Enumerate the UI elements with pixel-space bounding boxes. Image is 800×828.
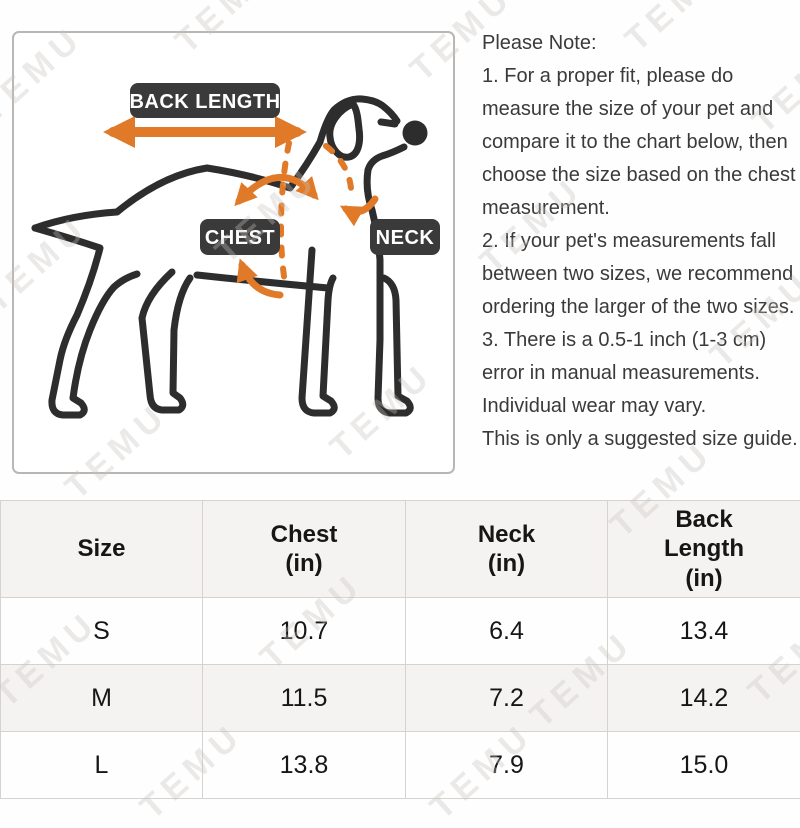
cell-chest: 13.8 [203, 732, 406, 799]
note-line: 1. For a proper fit, please do [482, 60, 800, 93]
cell-back-length: 15.0 [608, 732, 800, 799]
cell-size: L [1, 732, 203, 799]
note-line: 3. There is a 0.5-1 inch (1-3 cm) [482, 324, 800, 357]
chest-girth-dashed-line [281, 143, 289, 289]
neck-label-text: NECK [376, 227, 435, 249]
cell-chest: 10.7 [203, 598, 406, 665]
note-line: measurement. [482, 192, 800, 225]
note-line: choose the size based on the chest [482, 159, 800, 192]
cell-chest: 11.5 [203, 665, 406, 732]
cell-neck: 7.2 [406, 665, 608, 732]
table-row-size-l: L 13.8 7.9 15.0 [1, 732, 800, 799]
please-note-text: Please Note: 1. For a proper fit, please… [482, 27, 800, 456]
note-line: This is only a suggested size guide. [482, 423, 800, 456]
cell-neck: 6.4 [406, 598, 608, 665]
cell-neck: 7.9 [406, 732, 608, 799]
cell-size: M [1, 665, 203, 732]
note-line: Individual wear may vary. [482, 390, 800, 423]
col-header-chest: Chest (in) [203, 501, 406, 598]
dog-outline-illustration [35, 99, 428, 415]
back-length-label: BACK LENGTH [129, 83, 280, 118]
note-line: Please Note: [482, 27, 800, 60]
measurement-arrows [113, 132, 375, 295]
dog-diagram-canvas: BACK LENGTH CHEST NECK [12, 31, 458, 477]
back-length-label-text: BACK LENGTH [129, 91, 280, 113]
chest-label-text: CHEST [205, 227, 275, 249]
col-header-neck: Neck (in) [406, 501, 608, 598]
dog-nose [403, 121, 428, 146]
chest-measure-arc [239, 177, 314, 201]
note-line: compare it to the chart below, then [482, 126, 800, 159]
neck-label: NECK [370, 219, 440, 255]
note-line: ordering the larger of the two sizes. [482, 291, 800, 324]
table-row-size-m: M 11.5 7.2 14.2 [1, 665, 800, 732]
table-header-row: Size Chest (in) Neck (in) Back Length (i… [1, 501, 800, 598]
dog-measurement-diagram: BACK LENGTH CHEST NECK [12, 31, 455, 474]
cell-back-length: 13.4 [608, 598, 800, 665]
col-header-size: Size [1, 501, 203, 598]
cell-size: S [1, 598, 203, 665]
note-line: error in manual measurements. [482, 357, 800, 390]
note-line: 2. If your pet's measurements fall [482, 225, 800, 258]
table-row-size-s: S 10.7 6.4 13.4 [1, 598, 800, 665]
note-line: measure the size of your pet and [482, 93, 800, 126]
chest-label: CHEST [200, 219, 280, 255]
cell-back-length: 14.2 [608, 665, 800, 732]
note-line: between two sizes, we recommend [482, 258, 800, 291]
col-header-back-length: Back Length (in) [608, 501, 800, 598]
size-chart-table: Size Chest (in) Neck (in) Back Length (i… [0, 500, 800, 799]
